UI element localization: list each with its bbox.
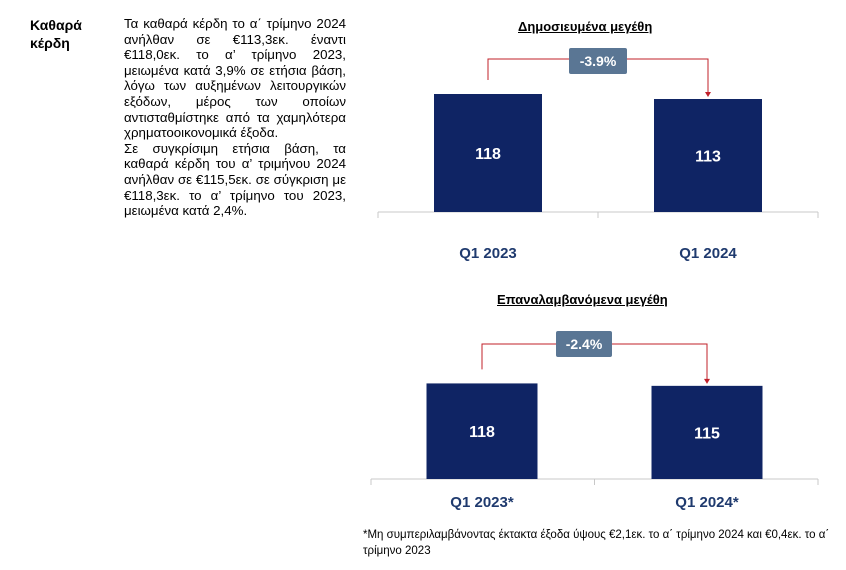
chart-1-bracket-arrowhead	[705, 92, 711, 97]
chart-2-category-label: Q1 2023*	[450, 494, 514, 511]
chart-1-value-label: 118	[475, 146, 501, 163]
chart-2-bracket-right	[612, 343, 708, 380]
chart-2-bar	[651, 385, 763, 479]
chart-1-bracket-right	[627, 58, 709, 93]
paragraph-2: Σε συγκρίσιμη ετήσια βάση, τα καθαρά κέρ…	[124, 140, 346, 219]
chart-2-value-label: 118	[469, 424, 495, 441]
chart-2-change-badge: -2.4%	[556, 331, 612, 357]
chart-2-title: Επαναλαμβανόμενα μεγέθη	[497, 292, 668, 307]
chart-2-value-label: 115	[694, 425, 720, 442]
chart-1-bracket-left	[487, 58, 569, 80]
chart-1-value-label: 113	[695, 149, 721, 166]
commentary-text: Τα καθαρά κέρδη το α΄ τρίμηνο 2024 ανήλθ…	[124, 16, 346, 219]
chart-2-category-label: Q1 2024*	[675, 494, 739, 511]
chart-1-bar	[654, 99, 762, 212]
chart-2-bar	[426, 383, 538, 479]
chart-1-title: Δημοσιευμένα μεγέθη	[518, 19, 653, 34]
chart-1-bar	[434, 94, 542, 212]
chart-2-bracket-arrowhead	[704, 378, 710, 384]
section-label: Καθαρά κέρδη	[30, 17, 82, 51]
footnote: *Μη συμπεριλαμβάνοντας έκτακτα έξοδα ύψο…	[363, 529, 830, 557]
chart-1-category-label: Q1 2024	[679, 245, 737, 262]
chart-1-category-label: Q1 2023	[459, 245, 517, 262]
chart-2-bracket-left	[481, 343, 556, 370]
chart-1-change-badge: -3.9%	[569, 48, 627, 74]
paragraph-1: Τα καθαρά κέρδη το α΄ τρίμηνο 2024 ανήλθ…	[124, 16, 346, 141]
